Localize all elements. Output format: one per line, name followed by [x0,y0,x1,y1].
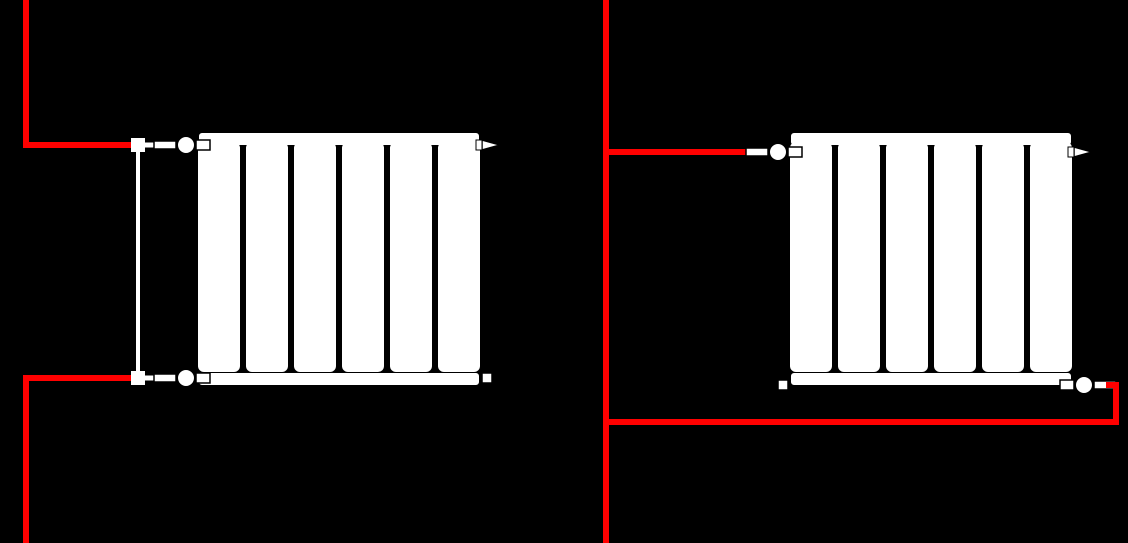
radiator-piping-diagram [0,0,1128,543]
